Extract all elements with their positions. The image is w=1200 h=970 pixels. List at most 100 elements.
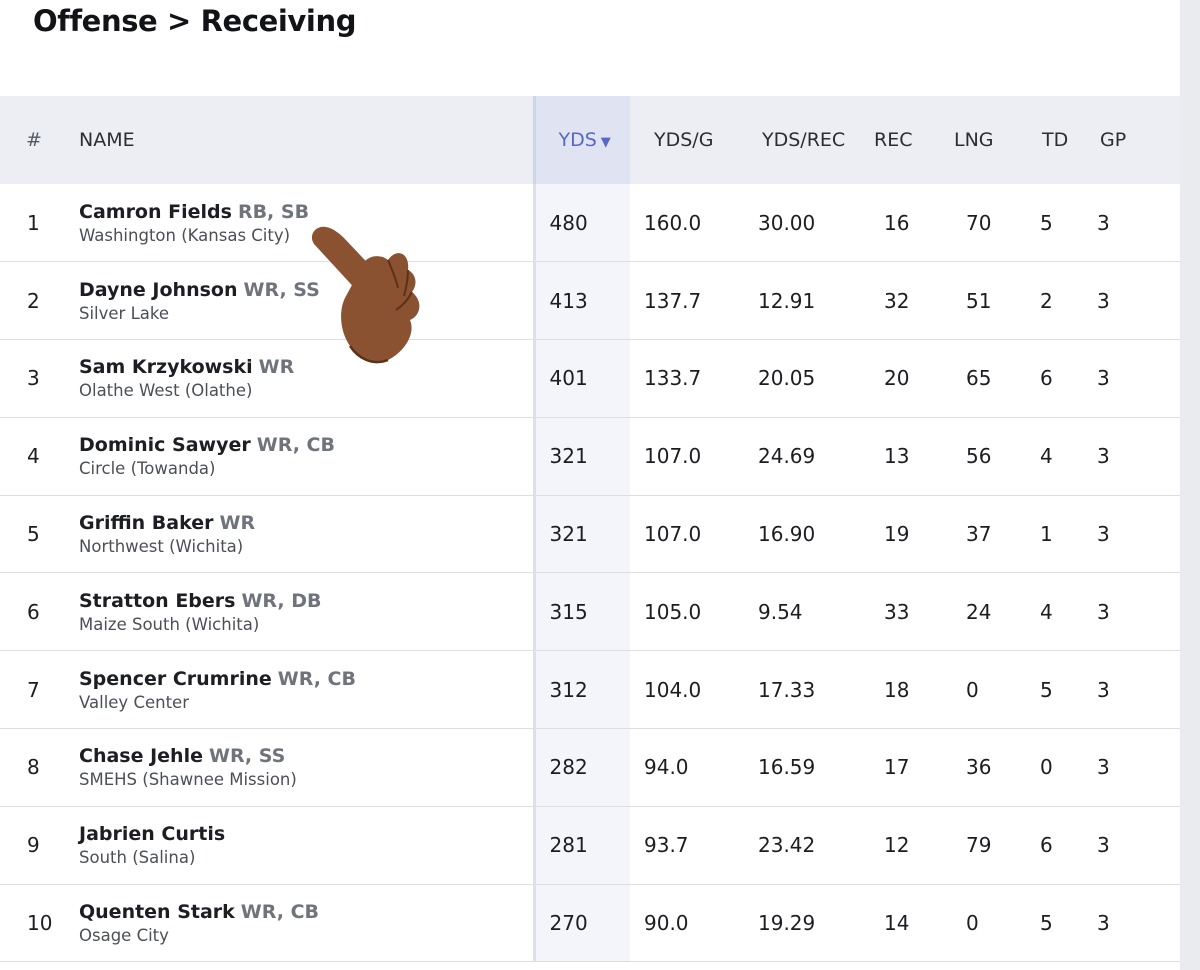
lng-cell: 79	[966, 833, 992, 858]
table-row: 4 Dominic Sawyer WR, CB Circle (Towanda) …	[0, 417, 1180, 496]
yds-per-game-cell: 107.0	[644, 444, 702, 469]
column-header-yds-label: YDS	[558, 129, 597, 151]
player-cell: Camron Fields RB, SB Washington (Kansas C…	[66, 184, 536, 262]
yds-cell: 480	[534, 184, 630, 262]
td-cell: 4	[1040, 444, 1053, 469]
player-name-link[interactable]: Chase Jehle	[79, 745, 203, 768]
gp-cell: 3	[1097, 522, 1110, 547]
gp-cell: 3	[1097, 288, 1110, 313]
player-positions: WR, DB	[241, 589, 322, 612]
rank-cell: 2	[27, 288, 40, 313]
table-row: 10 Quenten Stark WR, CB Osage City 270 90…	[0, 884, 1180, 962]
yds-per-rec-cell: 9.54	[758, 599, 803, 624]
player-positions: WR, CB	[277, 667, 356, 690]
yds-per-game-cell: 104.0	[644, 677, 702, 702]
sort-descending-icon: ▼	[600, 135, 611, 150]
gp-cell: 3	[1097, 911, 1110, 936]
table-row: 2 Dayne Johnson WR, SS Silver Lake 413 13…	[0, 261, 1180, 340]
player-school-link[interactable]: South (Salina)	[79, 848, 196, 868]
player-name-link[interactable]: Sam Krzykowski	[79, 356, 253, 379]
table-row: 8 Chase Jehle WR, SS SMEHS (Shawnee Missi…	[0, 728, 1180, 807]
player-name-link[interactable]: Camron Fields	[79, 200, 232, 223]
rec-cell: 32	[884, 288, 910, 313]
player-name-link[interactable]: Dominic Sawyer	[79, 434, 251, 457]
yds-cell: 321	[534, 495, 630, 573]
yds-cell: 315	[534, 572, 630, 651]
player-positions: WR	[258, 356, 295, 379]
player-cell: Stratton Ebers WR, DB Maize South (Wichit…	[66, 572, 536, 651]
rank-cell: 9	[27, 833, 40, 858]
player-name-link[interactable]: Stratton Ebers	[79, 589, 236, 612]
yds-per-rec-cell: 30.00	[758, 210, 816, 235]
yds-per-rec-cell: 12.91	[758, 288, 816, 313]
table-header-row: # NAME YDS ▼ YDS/G YDS/REC REC LNG TD GP	[0, 96, 1180, 184]
column-header-name[interactable]: NAME	[66, 96, 534, 184]
player-cell: Griffin Baker WR Northwest (Wichita)	[66, 495, 536, 573]
yds-per-game-cell: 90.0	[644, 911, 689, 936]
player-school-link[interactable]: SMEHS (Shawnee Mission)	[79, 770, 297, 790]
lng-cell: 56	[966, 444, 992, 469]
player-cell: Chase Jehle WR, SS SMEHS (Shawnee Mission…	[66, 728, 536, 807]
player-school-link[interactable]: Olathe West (Olathe)	[79, 381, 253, 401]
rec-cell: 13	[884, 444, 910, 469]
table-row: 3 Sam Krzykowski WR Olathe West (Olathe) …	[0, 339, 1180, 418]
player-positions: WR, SS	[208, 745, 286, 768]
yds-per-game-cell: 160.0	[644, 210, 702, 235]
yds-per-game-cell: 107.0	[644, 522, 702, 547]
player-school-link[interactable]: Maize South (Wichita)	[79, 614, 260, 634]
player-school-link[interactable]: Osage City	[79, 926, 169, 946]
player-name-link[interactable]: Dayne Johnson	[79, 278, 238, 301]
player-cell: Quenten Stark WR, CB Osage City	[66, 884, 536, 962]
player-school-link[interactable]: Circle (Towanda)	[79, 459, 216, 479]
player-name-link[interactable]: Quenten Stark	[79, 901, 235, 924]
td-cell: 4	[1040, 599, 1053, 624]
gp-cell: 3	[1097, 833, 1110, 858]
player-positions: WR, CB	[256, 434, 335, 457]
player-school-link[interactable]: Valley Center	[79, 692, 189, 712]
player-cell: Dominic Sawyer WR, CB Circle (Towanda)	[66, 417, 536, 496]
yds-per-rec-cell: 20.05	[758, 366, 816, 391]
gp-cell: 3	[1097, 366, 1110, 391]
table-row: 9 Jabrien Curtis South (Salina) 281 93.7…	[0, 806, 1180, 885]
player-cell: Jabrien Curtis South (Salina)	[66, 806, 536, 885]
yds-cell: 281	[534, 806, 630, 885]
page-title: Offense > Receiving	[33, 4, 357, 38]
table-row: 6 Stratton Ebers WR, DB Maize South (Wich…	[0, 572, 1180, 651]
player-name-link[interactable]: Spencer Crumrine	[79, 667, 272, 690]
table-row: 1 Camron Fields RB, SB Washington (Kansas…	[0, 184, 1180, 262]
player-school-link[interactable]: Silver Lake	[79, 303, 170, 323]
rank-cell: 8	[27, 755, 40, 780]
rec-cell: 18	[884, 677, 910, 702]
td-cell: 1	[1040, 522, 1053, 547]
column-header-gp[interactable]: GP	[1092, 96, 1180, 184]
yds-per-rec-cell: 23.42	[758, 833, 816, 858]
player-school-link[interactable]: Washington (Kansas City)	[79, 225, 291, 245]
column-header-rank[interactable]: #	[0, 96, 66, 184]
yds-cell: 282	[534, 728, 630, 807]
gp-cell: 3	[1097, 210, 1110, 235]
rank-cell: 1	[27, 210, 40, 235]
column-header-yds-per-rec[interactable]: YDS/REC	[740, 96, 870, 184]
td-cell: 0	[1040, 755, 1053, 780]
column-header-lng[interactable]: LNG	[940, 96, 1030, 184]
player-name-link[interactable]: Jabrien Curtis	[79, 823, 226, 846]
table-row: 7 Spencer Crumrine WR, CB Valley Center 3…	[0, 650, 1180, 729]
rank-cell: 6	[27, 599, 40, 624]
yds-cell: 413	[534, 261, 630, 340]
lng-cell: 36	[966, 755, 992, 780]
player-school-link[interactable]: Northwest (Wichita)	[79, 537, 244, 557]
td-cell: 6	[1040, 833, 1053, 858]
yds-per-game-cell: 133.7	[644, 366, 702, 391]
td-cell: 5	[1040, 210, 1053, 235]
player-name-link[interactable]: Griffin Baker	[79, 512, 214, 535]
gp-cell: 3	[1097, 755, 1110, 780]
column-header-rec[interactable]: REC	[870, 96, 940, 184]
column-header-yds[interactable]: YDS ▼	[532, 96, 630, 184]
column-header-td[interactable]: TD	[1030, 96, 1092, 184]
rec-cell: 20	[884, 366, 910, 391]
yds-per-rec-cell: 16.59	[758, 755, 816, 780]
lng-cell: 37	[966, 522, 992, 547]
rank-cell: 3	[27, 366, 40, 391]
stats-table-container: # NAME YDS ▼ YDS/G YDS/REC REC LNG TD GP …	[0, 96, 1180, 970]
column-header-yds-per-game[interactable]: YDS/G	[630, 96, 740, 184]
